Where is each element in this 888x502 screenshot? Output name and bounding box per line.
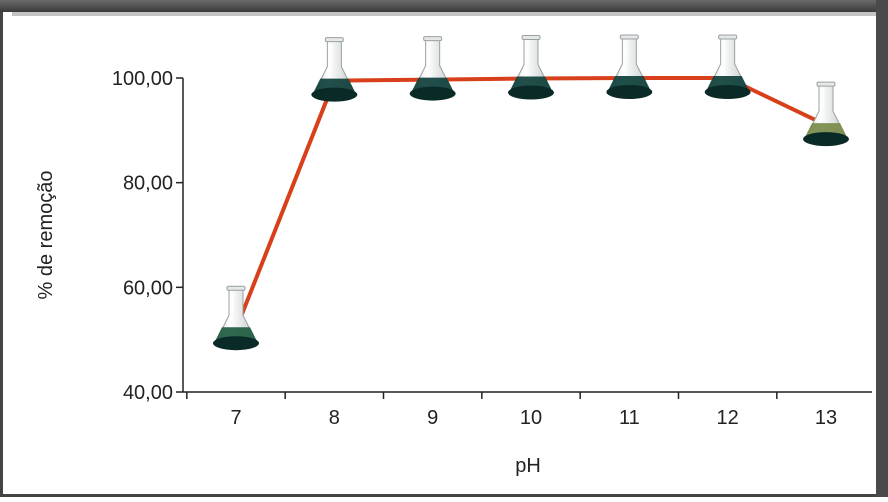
right-frame-bar: [876, 0, 888, 497]
x-axis-label: pH: [515, 455, 541, 477]
erlenmeyer-flask-icon: [409, 36, 456, 101]
flask-rim: [226, 285, 246, 291]
erlenmeyer-flask-icon: [606, 34, 653, 99]
y-axis-label: % de remoção: [35, 171, 57, 300]
series-line-group: [234, 76, 828, 332]
flask-base: [803, 132, 849, 147]
x-tick-label: 13: [815, 407, 837, 429]
flask-rim: [423, 36, 443, 42]
flask-rim: [816, 81, 836, 87]
x-tick-label: 9: [427, 407, 438, 429]
series-line: [234, 76, 828, 332]
flask-rim: [619, 34, 639, 40]
flask-base: [606, 85, 653, 99]
x-tick-label: 8: [329, 407, 340, 429]
x-tick-label: 11: [619, 407, 640, 429]
flask-base: [704, 85, 751, 99]
flask-base: [311, 87, 358, 102]
y-tick-label: 80,00: [123, 173, 173, 195]
y-tick-label: 100,00: [112, 68, 173, 90]
flask-base: [213, 336, 259, 351]
erlenmeyer-flask-icon: [704, 34, 751, 99]
x-axis-ticks: 7 8 9 10 11 12 13: [186, 392, 837, 429]
y-tick-label: 60,00: [123, 277, 173, 299]
x-tick-label: 7: [230, 407, 241, 429]
erlenmeyer-flask-icon: [213, 285, 259, 351]
x-tick-label: 12: [717, 407, 739, 429]
erlenmeyer-flask-icon: [508, 35, 554, 100]
y-axis-ticks: 40,00 60,00 80,00 100,00: [112, 68, 183, 404]
flask-rim: [324, 37, 344, 43]
flask-base: [508, 85, 554, 100]
x-tick-label: 10: [520, 407, 542, 429]
inner-frame-shadow: [12, 12, 876, 16]
y-tick-label: 40,00: [123, 382, 173, 404]
erlenmeyer-flask-icon: [311, 37, 358, 102]
flask-base: [409, 86, 456, 101]
flask-rim: [521, 35, 541, 41]
flask-markers: [213, 34, 849, 351]
top-frame-bar: [0, 0, 888, 12]
erlenmeyer-flask-icon: [803, 81, 849, 147]
flask-rim: [718, 34, 738, 40]
